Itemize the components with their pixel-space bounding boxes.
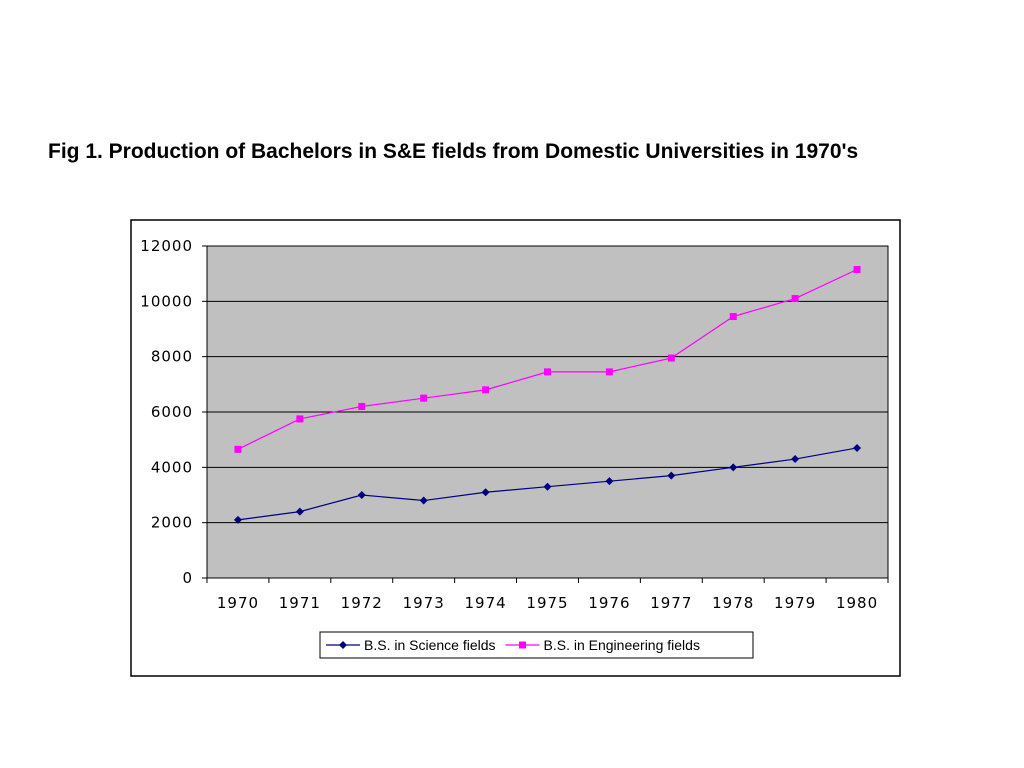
- data-point-2: [729, 313, 737, 321]
- data-point-2: [234, 445, 242, 453]
- y-tick-label: 6000: [151, 403, 193, 421]
- data-point-1: [605, 477, 614, 486]
- data-point-2: [544, 368, 551, 376]
- x-tick-label: 1971: [279, 594, 321, 612]
- data-point-1: [667, 471, 676, 480]
- legend: B.S. in Science fields B.S. in Engineerin…: [319, 631, 754, 659]
- x-tick-label: 1976: [588, 594, 630, 612]
- x-tick-label: 1980: [836, 594, 878, 612]
- chart-title: Fig 1. Production of Bachelors in S&E fi…: [48, 140, 859, 163]
- data-point-2: [420, 394, 428, 402]
- legend-marker-2: [519, 641, 527, 649]
- x-tick-label: 1977: [650, 594, 692, 612]
- x-tick-label: 1974: [464, 594, 506, 612]
- x-tick-label: 1975: [526, 594, 568, 612]
- data-point-1: [233, 515, 242, 524]
- data-point-1: [357, 491, 366, 499]
- data-point-2: [853, 266, 861, 274]
- axes: 0 2000 4000 6000 8000 10000 12000 1970 1971 1972 1…: [140, 237, 889, 612]
- y-tick-label: 8000: [151, 348, 193, 366]
- data-point-1: [729, 463, 738, 472]
- x-tick-label: 1973: [403, 594, 445, 612]
- legend-label-2: B.S. in Engineering fields: [544, 637, 700, 653]
- data-point-2: [358, 402, 366, 410]
- data-point-2: [791, 295, 799, 303]
- data-point-1: [543, 482, 552, 491]
- x-tick-label: 1972: [341, 594, 383, 612]
- data-point-1: [481, 488, 490, 497]
- data-point-1: [295, 507, 304, 516]
- data-point-2: [296, 415, 304, 423]
- y-tick-label: 10000: [140, 292, 193, 310]
- x-tick-label: 1970: [217, 594, 259, 612]
- data-point-2: [605, 368, 613, 376]
- gridlines: [207, 300, 888, 524]
- x-tick-label: 1979: [774, 594, 816, 612]
- data-point-2: [667, 354, 675, 362]
- y-tick-label: 2000: [151, 514, 193, 532]
- data-point-1: [791, 455, 800, 464]
- data-point-2: [482, 386, 490, 394]
- x-tick-label: 1978: [712, 594, 754, 612]
- legend-label-1: B.S. in Science fields: [364, 637, 496, 653]
- data-point-1: [853, 443, 862, 452]
- series-layer: [233, 266, 862, 524]
- y-tick-label: 4000: [151, 458, 193, 476]
- data-point-1: [419, 496, 428, 505]
- y-tick-label: 12000: [140, 237, 193, 255]
- legend-marker-1: [339, 641, 347, 649]
- y-tick-label: 0: [182, 569, 193, 587]
